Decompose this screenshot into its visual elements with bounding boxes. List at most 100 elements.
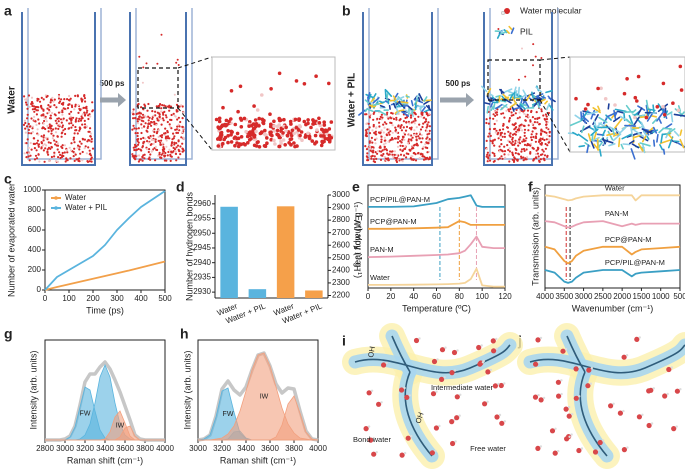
water-molecule xyxy=(176,118,179,121)
water-molecule xyxy=(47,126,50,130)
water-molecule xyxy=(410,139,413,142)
water-molecule xyxy=(496,133,499,136)
water-molecule xyxy=(169,155,172,158)
pil-chain xyxy=(586,111,599,116)
water-molecule xyxy=(666,366,672,373)
pil-chain xyxy=(639,142,651,147)
water-molecule xyxy=(61,131,64,134)
water-molecule xyxy=(320,128,325,132)
x-tick-label: 20 xyxy=(386,292,395,301)
pil-chain xyxy=(660,133,664,144)
water-molecule xyxy=(424,118,428,121)
water-molecule xyxy=(540,141,544,145)
water-molecule xyxy=(535,445,541,451)
water-molecule xyxy=(38,160,41,163)
water-molecule xyxy=(275,128,280,133)
water-molecule xyxy=(518,111,521,114)
water-molecule xyxy=(174,152,178,155)
pil-chain xyxy=(380,101,386,104)
water-molecule xyxy=(519,124,522,127)
water-molecule xyxy=(389,130,392,133)
water-molecule xyxy=(585,383,591,389)
water-molecule xyxy=(140,106,143,109)
water-molecule xyxy=(54,160,58,163)
water-molecule xyxy=(372,149,375,152)
water-molecule xyxy=(142,66,145,69)
water-h xyxy=(577,365,581,369)
zoom-region xyxy=(137,67,179,109)
water-molecule xyxy=(288,119,293,124)
water-molecule xyxy=(168,109,171,112)
water-molecule xyxy=(27,128,30,131)
water-molecule xyxy=(635,99,639,103)
water-molecule xyxy=(410,155,413,158)
water-molecule xyxy=(146,140,149,143)
pil-chain xyxy=(652,104,655,114)
water-molecule xyxy=(83,138,86,141)
water-molecule xyxy=(52,128,55,131)
water-molecule xyxy=(224,123,229,127)
water-molecule xyxy=(137,147,140,151)
water-molecule xyxy=(532,158,535,161)
water-h xyxy=(557,449,560,453)
water-molecule xyxy=(235,131,240,136)
water-molecule xyxy=(380,135,383,138)
series-label: PCP/PIL@PAN-M xyxy=(605,258,665,267)
water-molecule xyxy=(66,107,70,110)
water-molecule xyxy=(160,139,163,142)
pil-chain xyxy=(601,138,614,144)
water-molecule xyxy=(63,98,66,101)
water-molecule xyxy=(47,111,50,114)
water-molecule xyxy=(246,141,250,145)
water-molecule xyxy=(290,128,295,133)
pil-chain xyxy=(580,125,585,134)
y2-tick-label: 2400 xyxy=(332,265,350,274)
water-molecule xyxy=(498,157,501,160)
water-molecule xyxy=(91,109,94,112)
water-molecule xyxy=(160,33,163,36)
water-h xyxy=(403,451,407,455)
water-molecule xyxy=(405,435,411,441)
pil-chain xyxy=(607,103,610,110)
water-molecule xyxy=(133,148,136,152)
water-molecule xyxy=(157,119,160,122)
water-molecule xyxy=(55,140,58,143)
water-molecule xyxy=(307,136,312,140)
x-tick-label: 300 xyxy=(110,294,124,303)
panel-label: h xyxy=(180,326,189,342)
pil-chain xyxy=(401,110,409,113)
pil-chain xyxy=(618,127,627,135)
water-h xyxy=(597,448,600,452)
water-molecule xyxy=(235,136,239,141)
pil-chain xyxy=(652,139,656,147)
water-molecule xyxy=(576,447,582,454)
water-molecule xyxy=(412,120,415,123)
water-molecule xyxy=(368,437,374,443)
water-molecule xyxy=(556,393,562,399)
water-molecule xyxy=(366,390,372,396)
legend-label: Water xyxy=(65,193,86,202)
water-molecule xyxy=(34,154,38,157)
water-molecule xyxy=(60,121,63,124)
pil-chain xyxy=(519,103,526,110)
water-molecule xyxy=(536,121,539,124)
beaker-back xyxy=(489,8,559,160)
water-molecule xyxy=(545,123,548,126)
water-molecule xyxy=(513,132,516,135)
pil-chain xyxy=(392,102,397,109)
water-molecule xyxy=(417,135,420,138)
water-molecule xyxy=(367,122,370,125)
water-molecule xyxy=(141,81,144,84)
water-molecule xyxy=(507,130,510,133)
water-molecule xyxy=(63,144,66,147)
water-molecule xyxy=(386,111,389,114)
water-molecule xyxy=(603,97,608,101)
water-molecule xyxy=(40,141,43,144)
water-molecule xyxy=(170,151,173,154)
water-molecule xyxy=(172,146,175,149)
water-molecule xyxy=(421,147,424,150)
water-molecule xyxy=(88,149,91,152)
water-molecule xyxy=(386,128,389,131)
water-molecule xyxy=(419,128,423,131)
water-molecule xyxy=(530,133,533,136)
